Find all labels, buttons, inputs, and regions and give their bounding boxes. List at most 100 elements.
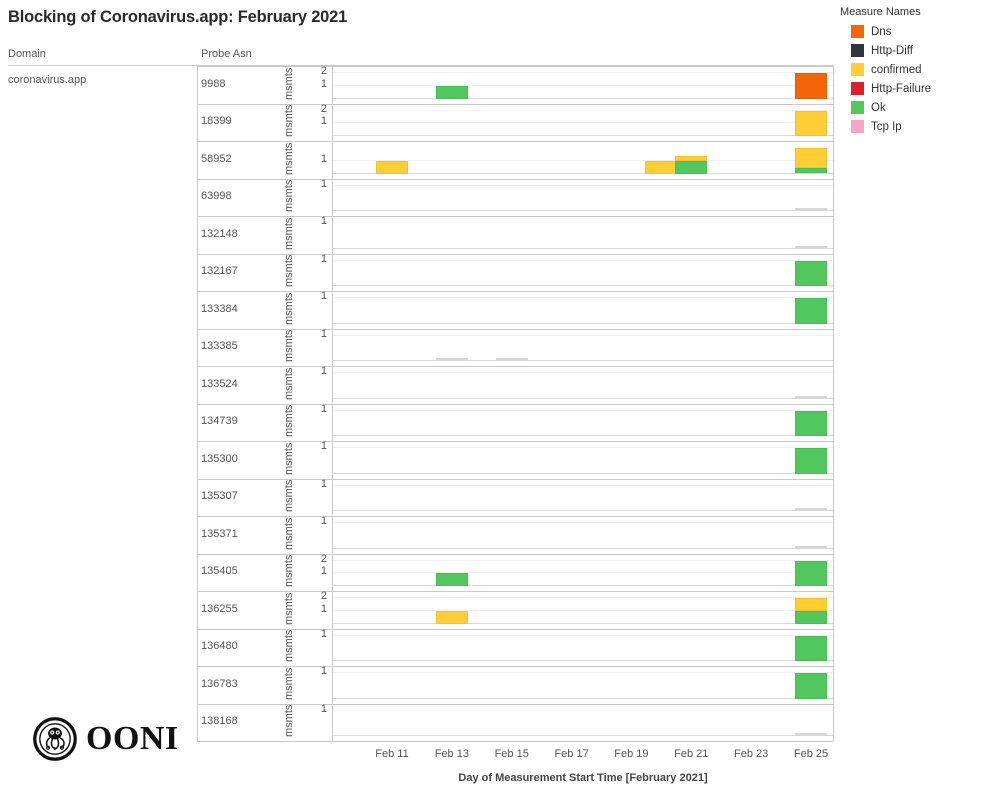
- x-axis-rule: [333, 741, 833, 742]
- legend-item[interactable]: confirmed: [838, 60, 998, 79]
- panel-baseline: [333, 322, 833, 324]
- y-axis-tick-label: 1: [320, 77, 327, 90]
- legend-item[interactable]: Tcp Ip: [838, 117, 998, 136]
- gridline: [333, 85, 833, 86]
- y-axis-tick-label: 1: [320, 215, 327, 227]
- ooni-octopus-icon: [33, 717, 77, 761]
- panel-baseline: [333, 547, 833, 549]
- bar-segment-ok[interactable]: [435, 85, 468, 99]
- y-axis-tick-label: 1: [320, 477, 327, 490]
- bar-segment-confirmed[interactable]: [376, 160, 408, 174]
- row-divider: [197, 441, 833, 442]
- bar-segment-empty[interactable]: [795, 245, 827, 249]
- row-label-probe-asn: 135371: [201, 527, 238, 540]
- bar-segment-ok[interactable]: [795, 448, 827, 474]
- chart-panel: [333, 667, 833, 704]
- legend-item-label: Ok: [871, 101, 886, 114]
- bar-segment-ok[interactable]: [795, 260, 827, 286]
- gridline: [333, 672, 833, 673]
- bar-segment-ok[interactable]: [795, 673, 827, 699]
- legend-item[interactable]: Http-Diff: [838, 41, 998, 60]
- y-axis-unit-label: msmts: [283, 104, 295, 137]
- y-axis-unit-label: msmts: [283, 554, 295, 587]
- y-axis-tick-label: 1: [320, 152, 327, 165]
- chart-panel: [333, 555, 833, 592]
- gridline: [333, 522, 833, 523]
- gridline: [333, 335, 833, 336]
- row-divider: [197, 253, 833, 255]
- y-axis-unit-label: msmts: [283, 329, 295, 362]
- bar-segment-empty[interactable]: [795, 508, 827, 511]
- row-divider: [197, 103, 833, 105]
- y-axis-unit-label: msmts: [283, 217, 295, 250]
- bar-segment-ok[interactable]: [435, 573, 468, 586]
- y-axis-unit-label: msmts: [283, 142, 295, 175]
- gridline: [333, 610, 833, 611]
- header-divider: [8, 65, 833, 66]
- y-axis-unit-label: msmts: [283, 629, 295, 662]
- bar-segment-empty[interactable]: [795, 395, 827, 399]
- bar-segment-empty[interactable]: [795, 733, 827, 736]
- y-axis-tick-label: 2: [320, 552, 327, 565]
- bar-segment-confirmed[interactable]: [795, 110, 827, 136]
- legend-swatch-icon: [851, 63, 864, 76]
- panel-baseline: [333, 247, 833, 249]
- legend-item[interactable]: Ok: [838, 98, 998, 117]
- row-label-probe-asn: 138168: [201, 715, 238, 728]
- panel-baseline: [333, 397, 833, 399]
- bar-segment-ok[interactable]: [795, 167, 827, 174]
- row-label-probe-asn: 135405: [201, 565, 238, 578]
- row-label-probe-asn: 133384: [201, 302, 238, 315]
- legend-swatch-icon: [851, 44, 864, 57]
- gridline: [333, 122, 833, 123]
- row-divider: [197, 178, 833, 180]
- bar-segment-ok[interactable]: [795, 410, 827, 436]
- legend-item[interactable]: Dns: [838, 22, 998, 41]
- bar-segment-confirmed[interactable]: [645, 160, 678, 174]
- row-label-probe-asn: 136255: [201, 602, 238, 615]
- bar-segment-empty[interactable]: [435, 358, 468, 361]
- chart-panel: [333, 255, 833, 292]
- page-title: Blocking of Coronavirus.app: February 20…: [8, 8, 348, 26]
- bar-segment-ok[interactable]: [675, 160, 708, 174]
- bar-segment-confirmed[interactable]: [435, 610, 468, 624]
- bar-segment-ok[interactable]: [795, 635, 827, 661]
- bar-segment-dns[interactable]: [795, 73, 827, 99]
- bar-segment-empty[interactable]: [495, 358, 528, 361]
- row-divider: [197, 478, 833, 480]
- panel-baseline: [333, 472, 833, 474]
- bar-segment-confirmed[interactable]: [675, 156, 708, 161]
- y-axis-unit-label: msmts: [283, 704, 295, 737]
- x-axis-tick-label: Feb 25: [793, 748, 829, 760]
- row-label-probe-asn: 18399: [201, 115, 232, 128]
- bar-segment-ok[interactable]: [795, 298, 827, 324]
- bar-segment-empty[interactable]: [795, 208, 827, 211]
- y-axis-tick-label: 1: [320, 365, 327, 377]
- gridline: [333, 560, 833, 561]
- bar-segment-ok[interactable]: [795, 560, 827, 586]
- bar-segment-empty[interactable]: [795, 545, 827, 549]
- row-divider: [197, 628, 833, 630]
- gridline: [333, 635, 833, 636]
- legend-item[interactable]: Http-Failure: [838, 79, 998, 98]
- bar-segment-confirmed[interactable]: [795, 598, 827, 611]
- y-axis-tick-label: 2: [320, 102, 327, 115]
- x-axis-tick-label: Feb 15: [494, 748, 529, 760]
- bar-segment-confirmed[interactable]: [795, 148, 827, 168]
- bar-segment-ok[interactable]: [795, 610, 827, 624]
- legend-items: Dns Http-Diff confirmed Http-Failure Ok Tcp I…: [838, 22, 998, 136]
- gridline: [333, 260, 833, 261]
- gridline: [333, 710, 833, 711]
- chart-panel: [333, 217, 833, 254]
- row-divider: [197, 591, 833, 592]
- asn-column-divider: [197, 66, 198, 741]
- column-header-probe-asn: Probe Asn: [201, 48, 252, 60]
- gridline: [333, 160, 833, 161]
- row-label-probe-asn: 63998: [201, 190, 232, 203]
- x-axis-tick-label: Feb 19: [614, 748, 649, 760]
- chart-panel: [333, 630, 833, 667]
- chart-panel: [333, 67, 833, 104]
- gridline: [333, 372, 833, 373]
- row-divider: [197, 328, 833, 330]
